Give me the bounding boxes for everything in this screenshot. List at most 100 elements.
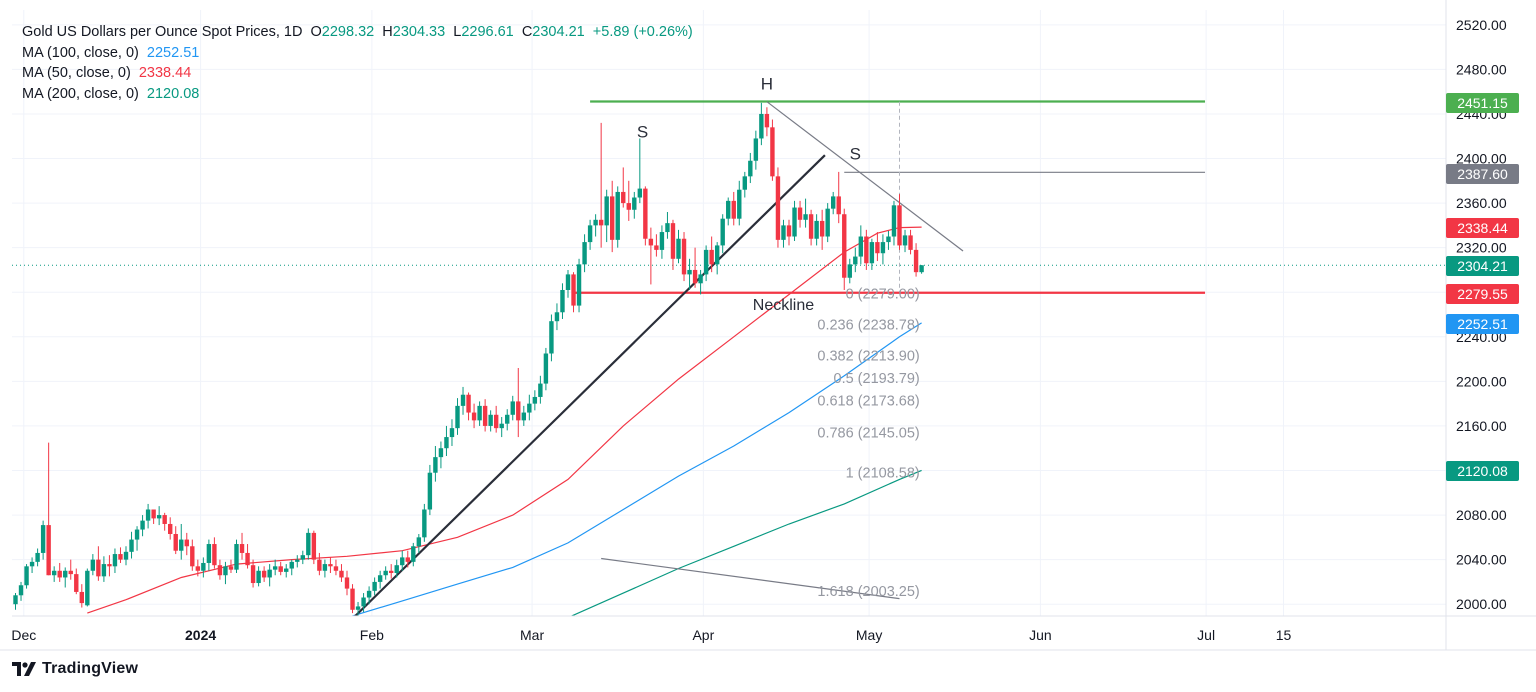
candle-body [869,242,875,264]
candle-body [510,401,515,415]
ma100-value: 2252.51 [146,44,200,61]
tag-right-shoulder: 2387.60 [1446,164,1519,184]
candle-body [891,205,897,237]
y-tick-label: 2000.00 [1456,596,1507,612]
candle-body [670,223,676,259]
candle-body [471,412,477,421]
candle-body [621,191,626,204]
candle-body [261,570,267,578]
candle-body [90,559,96,571]
candle-body [333,566,339,571]
candle-body [742,176,747,190]
candle-body [516,401,521,421]
candle-body [151,509,156,519]
candle-body [902,235,908,246]
legend-ma50[interactable]: MA (50, close, 0) 2338.44 [22,63,693,84]
candle-body [803,214,808,220]
y-tick-label: 2160.00 [1456,418,1507,434]
candle-body [372,581,377,591]
y-tick-label: 2360.00 [1456,195,1507,211]
symbol-row[interactable]: Gold US Dollars per Ounce Spot Prices, 1… [22,22,693,43]
fib-label: 0.5 (2193.79) [834,371,920,387]
candle-body [63,570,68,578]
candle-body [267,569,272,578]
candle-body [687,269,692,275]
drawing-trendline [353,154,826,616]
x-tick-label: 15 [1276,627,1292,643]
candle-body [217,565,223,576]
candle-body [643,188,648,239]
candle-body [295,559,300,562]
candle-body [797,207,803,220]
x-tick-label: May [856,627,882,643]
candle-body [300,555,305,560]
x-tick-label: Mar [520,627,544,643]
fib-label: 0.236 (2238.78) [817,318,919,334]
candle-body [565,274,571,290]
candle-body [858,236,864,257]
candle-body [190,546,195,567]
candle-body [317,559,322,571]
candle-body [223,566,228,576]
symbol-title[interactable]: Gold US Dollars per Ounce Spot Prices, 1… [22,24,303,40]
candle-body [173,534,178,551]
candle-body [13,595,18,605]
candle-body [284,568,289,572]
candle-body [582,242,587,265]
candle-body [256,570,261,584]
candle-body [101,564,107,577]
candle-body [571,274,576,306]
candle-body [377,575,383,582]
ma100-label: MA (100, close, 0) [22,44,139,61]
candle-body [339,570,344,578]
y-tick-label: 2040.00 [1456,552,1507,568]
candle-body [908,235,913,250]
fib-label: 1.618 (2003.25) [817,584,919,600]
candle-body [477,405,482,421]
open-value: 2298.32 [321,24,375,40]
candle-body [24,566,29,586]
candle-body [134,529,140,540]
y-tick-label: 2480.00 [1456,61,1507,77]
candle-body [549,321,554,354]
low-label: L [453,24,462,40]
candle-body [311,532,317,560]
candle-body [759,113,764,139]
legend-ma200[interactable]: MA (200, close, 0) 2120.08 [22,84,693,105]
tradingview-icon [12,662,36,676]
candle-body [79,591,84,604]
close-value: 2304.21 [532,24,585,40]
candle-body [250,565,256,584]
candle-body [74,574,79,592]
fib-label: 1 (2108.58) [846,466,920,482]
candle-body [587,225,593,243]
candle-body [637,188,643,198]
candle-body [228,566,234,570]
ma200-value: 2120.08 [146,85,200,102]
candle-body [615,191,620,240]
candle-body [731,200,736,219]
chart-legend: Gold US Dollars per Ounce Spot Prices, 1… [22,22,693,104]
candle-body [709,249,714,265]
candle-body [842,214,847,278]
pattern-label: Neckline [753,297,814,314]
candle-body [482,405,488,426]
legend-ma100[interactable]: MA (100, close, 0) 2252.51 [22,43,693,64]
candle-body [825,208,830,237]
candle-body [786,225,792,237]
drawing-line [766,101,964,252]
candle-body [344,577,350,589]
pattern-label: S [637,122,648,141]
candle-body [538,383,543,397]
candle-body [366,590,372,598]
candle-body [123,551,129,560]
tradingview-logo[interactable]: TradingView [12,660,138,678]
candle-body [770,127,775,177]
candle-body [493,414,499,429]
drawings[interactable] [12,100,1446,619]
candle-body [422,509,427,538]
candle-body [886,236,891,243]
candle-body [499,423,504,429]
candle-body [560,289,565,313]
